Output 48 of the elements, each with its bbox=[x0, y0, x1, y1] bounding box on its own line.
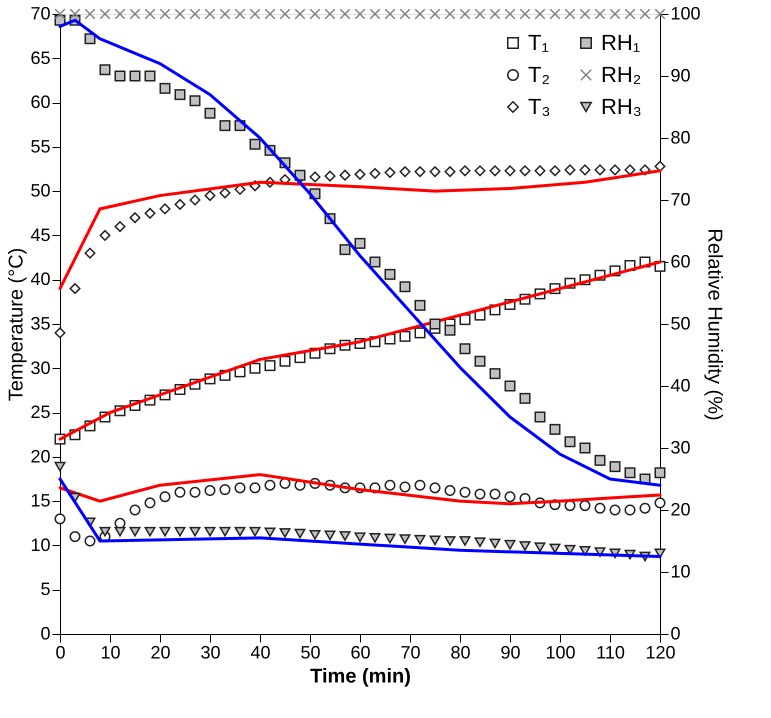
y2-tick-label: 20 bbox=[670, 500, 691, 520]
y-axis-title: Temperature (°C) bbox=[5, 248, 28, 402]
y-tick-label: 70 bbox=[30, 4, 50, 24]
x-tick-label: 120 bbox=[645, 642, 676, 662]
y2-tick-label: 50 bbox=[670, 314, 691, 334]
y-tick-label: 35 bbox=[30, 314, 50, 334]
legend-label: T₃ bbox=[528, 94, 550, 119]
y2-tick-label: 80 bbox=[670, 128, 691, 148]
legend-label: T₁ bbox=[528, 30, 549, 55]
x-tick-label: 60 bbox=[350, 642, 371, 662]
y-tick-label: 30 bbox=[30, 358, 50, 378]
y2-tick-label: 60 bbox=[670, 252, 691, 272]
x-tick-label: 20 bbox=[150, 642, 171, 662]
y2-tick-label: 40 bbox=[670, 376, 691, 396]
y2-tick-label: 100 bbox=[670, 4, 701, 24]
y-tick-label: 50 bbox=[30, 180, 50, 201]
y-tick-label: 5 bbox=[40, 579, 50, 600]
x-tick-label: 80 bbox=[450, 642, 471, 662]
y2-axis-title: Relative Humidity (%) bbox=[704, 228, 726, 421]
x-tick-label: 40 bbox=[250, 642, 271, 662]
y-tick-label: 65 bbox=[30, 48, 50, 68]
legend-label: RH₁ bbox=[601, 30, 640, 55]
legend-label: RH₃ bbox=[601, 94, 642, 119]
y-tick-label: 60 bbox=[30, 92, 50, 112]
x-tick-label: 10 bbox=[100, 642, 121, 662]
y2-tick-label: 0 bbox=[670, 624, 681, 644]
y-tick-label: 0 bbox=[40, 624, 50, 644]
x-axis-title: Time (min) bbox=[310, 666, 411, 688]
x-tick-label: 50 bbox=[300, 642, 321, 662]
y-tick-label: 55 bbox=[30, 136, 50, 156]
y2-tick-label: 10 bbox=[670, 562, 691, 582]
y-tick-label: 45 bbox=[30, 224, 50, 245]
x-tick-label: 100 bbox=[545, 642, 576, 662]
x-tick-label: 90 bbox=[500, 642, 521, 662]
x-tick-label: 30 bbox=[200, 642, 221, 662]
y2-tick-label: 90 bbox=[670, 66, 691, 86]
y-tick-label: 10 bbox=[30, 534, 50, 555]
y-tick-label: 15 bbox=[30, 490, 50, 511]
y-tick-label: 25 bbox=[30, 402, 50, 422]
y2-tick-label: 70 bbox=[670, 190, 691, 210]
x-tick-label: 0 bbox=[55, 642, 66, 662]
y-tick-label: 20 bbox=[30, 446, 50, 466]
y-tick-label: 40 bbox=[30, 269, 50, 290]
legend-label: RH₂ bbox=[601, 62, 642, 87]
x-tick-label: 70 bbox=[400, 642, 421, 662]
x-tick-label: 110 bbox=[596, 642, 625, 662]
y2-tick-label: 30 bbox=[670, 438, 691, 458]
legend-label: T₂ bbox=[528, 62, 550, 87]
